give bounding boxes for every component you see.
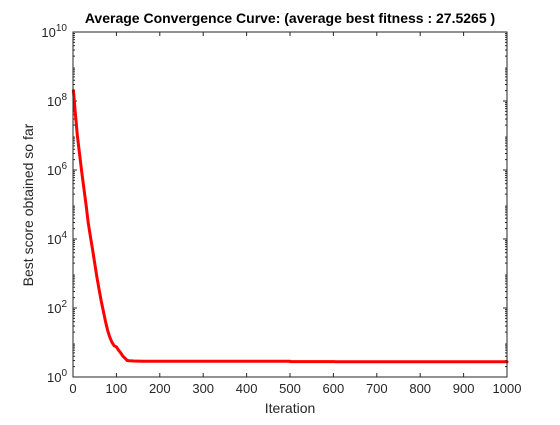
y-tick-base: 10: [47, 163, 61, 178]
x-tick-label: 700: [366, 381, 388, 396]
x-tick-label: 100: [106, 381, 128, 396]
y-tick-label: 104: [47, 230, 67, 247]
x-tick-label: 600: [323, 381, 345, 396]
y-tick-exponent: 6: [61, 161, 67, 172]
y-tick-label: 108: [47, 92, 67, 109]
y-tick-exponent: 10: [56, 23, 68, 34]
y-tick-exponent: 8: [61, 92, 67, 103]
x-tick-label: 1000: [493, 381, 522, 396]
y-tick-label: 102: [47, 299, 67, 316]
x-tick-label: 800: [409, 381, 431, 396]
y-tick-exponent: 2: [61, 299, 67, 310]
y-tick-base: 10: [41, 25, 55, 40]
x-tick-label: 300: [192, 381, 214, 396]
x-tick-label: 200: [149, 381, 171, 396]
y-tick-label: 1010: [41, 23, 67, 40]
y-tick-exponent: 4: [61, 230, 67, 241]
y-tick-exponent: 0: [61, 368, 67, 379]
y-tick-base: 10: [47, 232, 61, 247]
series-line-0: [71, 89, 509, 364]
x-axis-label: Iteration: [265, 400, 316, 416]
x-tick-label: 900: [453, 381, 475, 396]
series-layer: [71, 89, 509, 364]
x-tick-label: 0: [69, 381, 76, 396]
x-tick-label: 500: [279, 381, 301, 396]
y-tick-label: 100: [47, 368, 67, 385]
x-tick-label: 400: [236, 381, 258, 396]
y-tick-base: 10: [47, 94, 61, 109]
y-tick-label: 106: [47, 161, 67, 178]
axes-box: [72, 31, 508, 378]
x-axis-ticks: 0 100 200 300 400 500 600 700 800 900 1000: [69, 32, 521, 396]
y-axis-label: Best score obtained so far: [20, 123, 36, 286]
plot-area: [73, 32, 507, 377]
y-tick-base: 10: [47, 301, 61, 316]
chart-title: Average Convergence Curve: (average best…: [85, 10, 495, 26]
y-tick-base: 10: [47, 370, 61, 385]
